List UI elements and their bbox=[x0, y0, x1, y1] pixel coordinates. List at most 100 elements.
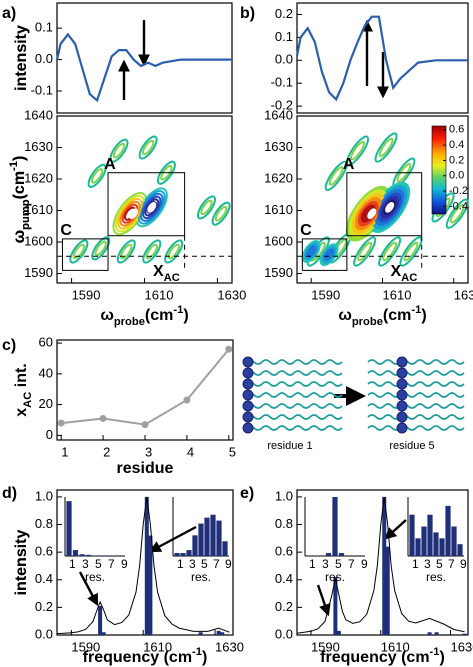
inset-bar bbox=[325, 553, 332, 556]
inset-tick-label: 5 bbox=[201, 557, 208, 571]
inset-bar bbox=[451, 526, 457, 556]
inset-axis-label: res. bbox=[85, 570, 105, 584]
chain bbox=[245, 370, 343, 376]
label-part: frequency (cm bbox=[83, 649, 192, 666]
inset-bar bbox=[210, 514, 216, 556]
label-part: AC bbox=[164, 272, 180, 284]
inset-bar bbox=[204, 517, 210, 556]
data-point bbox=[141, 421, 149, 429]
y-tick-label: 1620 bbox=[24, 170, 53, 185]
contour bbox=[117, 197, 143, 230]
x-tick-label: 1610 bbox=[143, 639, 172, 654]
x-tick-label: 2 bbox=[103, 444, 110, 459]
y-tick-label: 0.0 bbox=[275, 626, 293, 641]
inset-tick-label: 3 bbox=[424, 557, 431, 571]
y-tick-label: 0.1 bbox=[275, 29, 293, 44]
contour bbox=[382, 241, 398, 262]
data-line bbox=[61, 348, 230, 426]
label-part: -1 bbox=[192, 646, 202, 658]
label-part: AC bbox=[22, 392, 34, 408]
y-axis-label: xAC int. bbox=[13, 363, 34, 417]
y-axis-label: intensity bbox=[13, 530, 30, 596]
inset-tick-label: 1 bbox=[412, 557, 419, 571]
bar bbox=[382, 496, 387, 635]
inset-tick-label: 3 bbox=[82, 557, 89, 571]
chain bbox=[245, 392, 343, 398]
colorbar-tick-label: 0.2 bbox=[449, 154, 464, 166]
y-tick-label: 60 bbox=[39, 335, 53, 350]
x-axis-label: residue bbox=[117, 460, 174, 477]
bead bbox=[396, 389, 408, 401]
contour bbox=[116, 239, 136, 264]
plot-frame bbox=[296, 2, 469, 114]
y-axis-label: ωpump(cm-1) bbox=[8, 156, 32, 244]
y-tick-label: 0.2 bbox=[35, 599, 53, 614]
inset-bar bbox=[105, 555, 111, 556]
x-tick-label: 1630 bbox=[217, 287, 246, 302]
bar bbox=[333, 577, 338, 635]
contour bbox=[72, 243, 86, 260]
contour bbox=[90, 168, 104, 184]
label-part: ω bbox=[11, 230, 28, 244]
y-tick-label: 1640 bbox=[24, 107, 53, 122]
contour bbox=[323, 248, 335, 261]
label-part: frequency (cm bbox=[320, 649, 429, 666]
label-part: pump bbox=[20, 199, 32, 230]
contour bbox=[94, 240, 107, 257]
bar bbox=[462, 633, 467, 635]
contour bbox=[399, 236, 423, 267]
bar bbox=[220, 632, 225, 635]
bead bbox=[242, 356, 254, 368]
chain bbox=[367, 392, 465, 398]
inset-bar bbox=[72, 550, 79, 556]
bar bbox=[148, 535, 153, 635]
panel-label: c) bbox=[2, 337, 16, 354]
panel-label: b) bbox=[240, 5, 255, 22]
contour bbox=[69, 239, 89, 264]
contour bbox=[91, 236, 111, 261]
contour bbox=[324, 160, 348, 192]
inset-bar bbox=[66, 501, 72, 556]
annotation: A bbox=[343, 156, 355, 173]
label-part: -1 bbox=[430, 646, 440, 658]
inset-tick-label: 3 bbox=[189, 557, 196, 571]
contour bbox=[137, 190, 166, 225]
inset-bar bbox=[216, 520, 222, 556]
y-axis-label: intensity bbox=[13, 25, 30, 91]
contour bbox=[147, 202, 157, 213]
inset-axis-label: res. bbox=[426, 570, 446, 584]
chain bbox=[367, 414, 465, 420]
inset-bar bbox=[332, 497, 338, 556]
panel-label: d) bbox=[2, 485, 17, 502]
y-tick-label: 0.4 bbox=[275, 571, 293, 586]
contour bbox=[211, 201, 231, 226]
x-tick-label: 4 bbox=[187, 444, 194, 459]
inset-bar bbox=[79, 554, 85, 556]
contour bbox=[378, 236, 402, 267]
region-box bbox=[346, 172, 423, 237]
inset-tick-label: 5 bbox=[436, 557, 443, 571]
bar bbox=[434, 632, 439, 635]
contour bbox=[142, 239, 162, 264]
panel-label: a) bbox=[2, 5, 16, 22]
contour-layer bbox=[69, 135, 231, 264]
chain bbox=[245, 414, 343, 420]
label-part: -1 bbox=[411, 304, 421, 316]
label-part: -1 bbox=[173, 304, 183, 316]
inset-bar bbox=[222, 541, 228, 556]
x-axis-label: ωprobe(cm-1) bbox=[100, 304, 188, 328]
contour bbox=[114, 194, 146, 233]
contour bbox=[328, 166, 344, 186]
y-tick-label: 1610 bbox=[24, 202, 53, 217]
annotation: A bbox=[104, 156, 116, 173]
spectrum-line bbox=[296, 496, 465, 634]
inset-bar bbox=[457, 544, 463, 556]
y-tick-label: -0.1 bbox=[31, 82, 53, 97]
contour bbox=[164, 239, 184, 264]
x-tick-label: 1630 bbox=[451, 639, 473, 654]
bar bbox=[385, 546, 390, 635]
bar bbox=[144, 496, 149, 635]
contour bbox=[167, 243, 180, 260]
contour bbox=[357, 241, 373, 262]
y-tick-label: 0.6 bbox=[275, 544, 293, 559]
